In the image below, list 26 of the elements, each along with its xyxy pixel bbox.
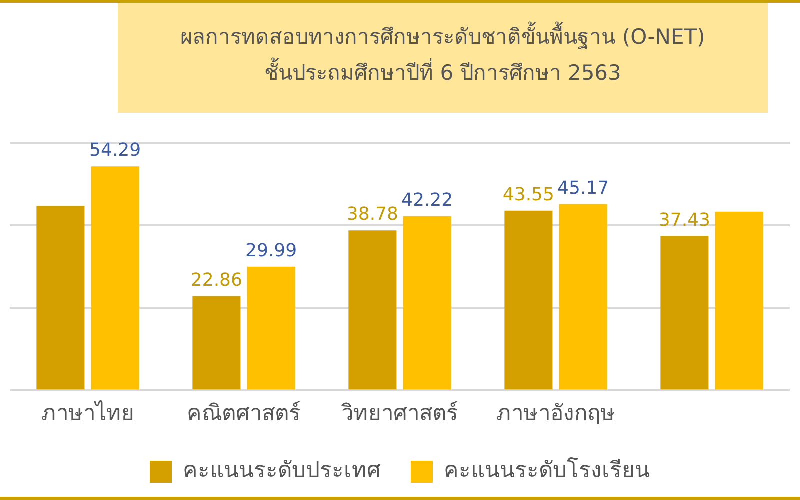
data-label: 22.86	[190, 270, 242, 291]
bar	[36, 206, 85, 390]
data-label: 42.22	[402, 190, 454, 212]
data-label: 45.17	[558, 178, 610, 199]
bar	[715, 212, 764, 390]
bar	[247, 266, 296, 390]
bar	[504, 210, 553, 390]
x-tick-label: วิทยาศาสตร์	[340, 402, 458, 427]
x-tick-label: ภาษาไทย	[42, 400, 134, 427]
chart-title: ผลการทดสอบทางการศึกษาระดับชาติขั้นพื้นฐาน (O-NET)	[180, 20, 706, 52]
bar	[192, 296, 241, 390]
data-label: 38.78	[346, 204, 398, 226]
legend-label: คะแนนระดับประเทศ	[183, 458, 381, 484]
chart-subtitle: ชั้นประถมศึกษาปีที่ 6 ปีการศึกษา 2563	[264, 56, 622, 87]
bar	[559, 204, 608, 390]
legend-label: คะแนนระดับโรงเรียน	[444, 458, 650, 484]
bar	[348, 230, 397, 390]
bar	[660, 236, 709, 390]
data-label: 54.29	[90, 140, 142, 162]
data-label: 43.55	[502, 184, 554, 206]
bar	[403, 216, 452, 390]
x-tick-label: คณิตศาสตร์	[187, 402, 301, 427]
x-tick-label: ภาษาอังกฤษ	[496, 402, 616, 427]
data-label: 37.43	[658, 210, 710, 231]
bar	[91, 166, 140, 390]
data-label: 29.99	[246, 240, 298, 262]
